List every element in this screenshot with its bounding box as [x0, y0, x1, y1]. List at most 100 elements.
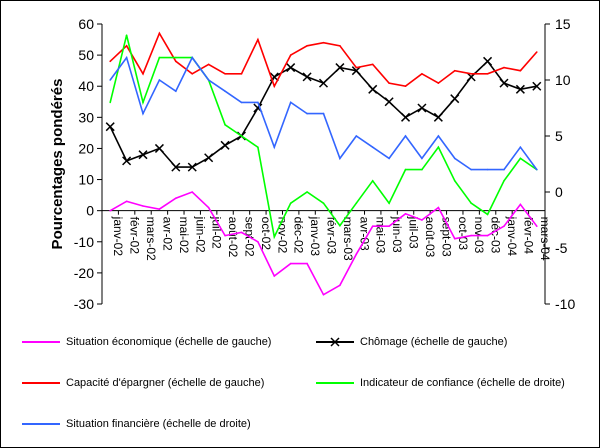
data-point: [401, 112, 411, 122]
data-point: [175, 197, 177, 200]
x-tick-label: avr-03: [357, 217, 371, 251]
x-tick-label: mars-03: [341, 217, 355, 261]
right-tick-label: 5: [555, 128, 563, 144]
data-point: [351, 66, 361, 76]
data-point: [535, 51, 538, 53]
x-tick-label: mars-02: [144, 217, 158, 261]
data-point: [240, 101, 243, 104]
data-point: [273, 236, 276, 238]
data-point: [187, 162, 197, 172]
data-point: [306, 112, 308, 115]
data-point: [421, 157, 423, 160]
data-point: [339, 157, 341, 160]
data-point: [503, 66, 505, 69]
data-point: [322, 112, 325, 115]
series-line-3: [109, 35, 538, 240]
x-tick-label: juil-02: [210, 216, 224, 249]
data-point: [388, 82, 390, 84]
data-point: [437, 206, 440, 209]
data-point: [453, 180, 456, 182]
data-point: [486, 213, 489, 216]
x-tick-label: févr-03: [325, 217, 339, 255]
data-point: [470, 72, 472, 75]
data-point: [273, 146, 276, 148]
data-point: [306, 262, 308, 265]
data-point: [109, 209, 112, 212]
data-point: [519, 157, 522, 160]
data-point: [339, 44, 341, 47]
left-tick-label: 40: [78, 78, 94, 94]
left-tick-label: -10: [74, 234, 94, 250]
data-point: [257, 240, 259, 243]
data-point: [519, 203, 522, 206]
left-tick-label: 30: [78, 109, 94, 125]
data-point: [289, 202, 292, 204]
data-point: [207, 79, 210, 81]
data-point: [125, 200, 128, 203]
data-point: [224, 124, 226, 126]
data-point: [207, 63, 210, 66]
data-point: [355, 135, 358, 137]
data-point: [175, 56, 177, 59]
data-point: [483, 56, 493, 66]
data-point: [404, 85, 407, 88]
data-point: [453, 237, 456, 240]
data-point: [368, 84, 378, 94]
data-point: [532, 81, 542, 91]
data-point: [519, 146, 522, 148]
data-point: [142, 101, 144, 104]
x-tick-label: juin-02: [193, 216, 207, 253]
data-point: [437, 135, 440, 137]
data-point: [273, 275, 276, 277]
data-point: [306, 191, 308, 193]
data-point: [138, 150, 148, 160]
data-point: [355, 202, 358, 204]
data-point: [453, 157, 456, 160]
data-point: [154, 143, 164, 153]
data-point: [175, 60, 177, 63]
data-point: [125, 44, 128, 47]
x-tick-label: déc-03: [489, 217, 503, 254]
data-point: [158, 208, 161, 210]
data-point: [109, 101, 112, 104]
data-point: [388, 225, 390, 228]
data-point: [515, 84, 525, 94]
left-tick-label: 20: [78, 140, 94, 156]
data-point: [191, 56, 194, 59]
data-point: [257, 101, 259, 104]
data-point: [470, 168, 472, 171]
data-point: [503, 168, 505, 171]
data-point: [503, 180, 505, 182]
data-point: [158, 79, 161, 81]
data-point: [257, 38, 259, 41]
x-tick-label: juin-03: [390, 216, 404, 253]
data-point: [302, 72, 312, 82]
data-point: [388, 157, 390, 160]
data-point: [175, 90, 177, 92]
x-tick-label: avr-02: [160, 217, 174, 251]
left-tick-label: 10: [78, 172, 94, 188]
data-point: [289, 54, 292, 56]
right-tick-label: 15: [555, 16, 571, 32]
right-tick-label: 0: [555, 184, 563, 200]
x-tick-label: févr-04: [521, 217, 535, 255]
x-tick-label: janv-02: [111, 216, 125, 257]
data-point: [240, 135, 243, 137]
x-tick-label: févr-02: [128, 217, 142, 255]
data-point: [421, 72, 423, 75]
data-point: [142, 205, 144, 207]
data-point: [486, 72, 489, 75]
x-tick-label: janv-04: [505, 216, 519, 257]
data-point: [453, 69, 456, 72]
data-point: [470, 234, 472, 237]
data-point: [384, 97, 394, 107]
left-tick-label: 0: [86, 203, 94, 219]
data-point: [404, 135, 407, 137]
x-tick-label: août-03: [423, 217, 437, 258]
data-point: [404, 168, 407, 171]
data-point: [318, 78, 329, 88]
data-point: [257, 146, 259, 148]
data-point: [339, 284, 341, 287]
data-point: [437, 82, 440, 84]
x-tick-label: oct-02: [259, 217, 273, 251]
